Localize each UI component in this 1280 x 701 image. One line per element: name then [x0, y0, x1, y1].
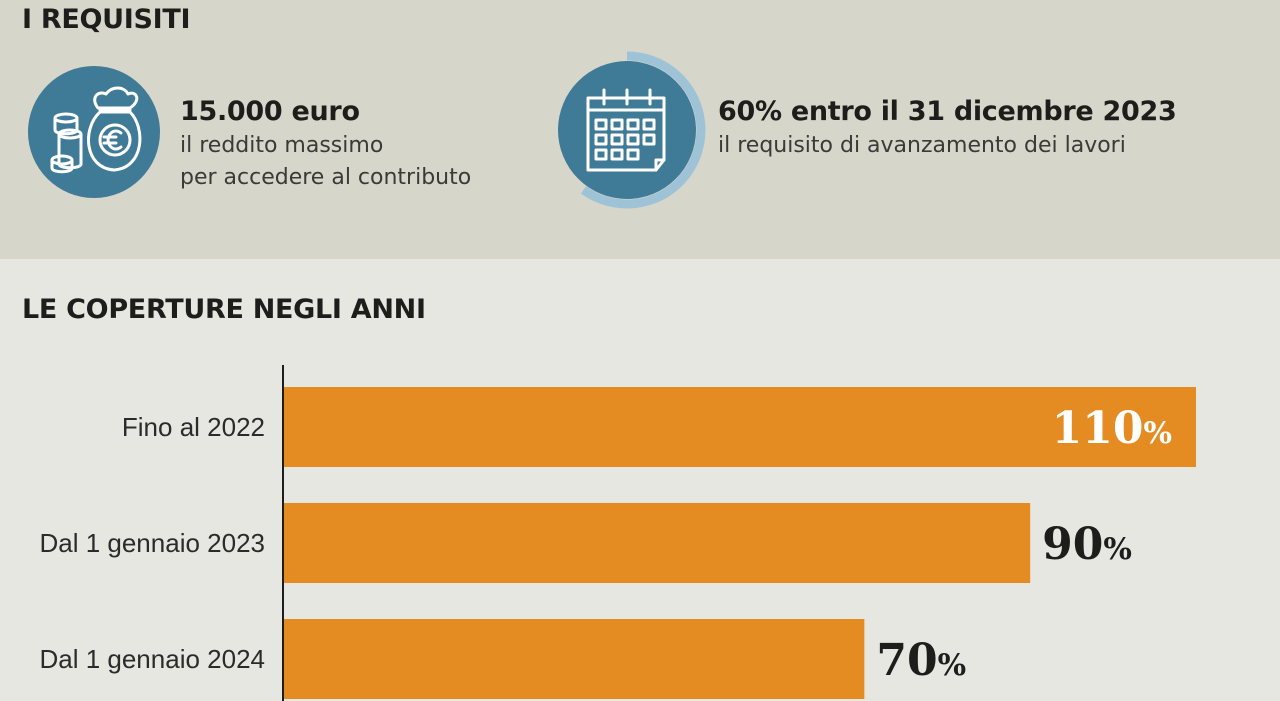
value-label: 110% — [1052, 403, 1172, 454]
calendar-progress-icon — [558, 51, 706, 209]
requirement-progress-desc: il requisito di avanzamento dei lavori — [718, 133, 1126, 158]
requirement-progress: 60% entro il 31 dicembre 2023 il requisi… — [718, 95, 1177, 162]
coverage-bar-chart: Fino al 2022 110% Dal 1 gennaio 2023 90% Dal… — [39, 365, 1196, 701]
category-label: Dal 1 gennaio 2023 — [39, 528, 265, 558]
requirement-income-desc-line1: il reddito massimo — [180, 133, 384, 158]
requirement-income-value: 15.000 euro — [180, 96, 360, 127]
category-label: Dal 1 gennaio 2024 — [39, 644, 265, 674]
calendar-icon — [586, 88, 666, 172]
value-label: 70% — [876, 635, 966, 686]
money-bag-euro-icon — [28, 66, 160, 198]
value-label: 90% — [1042, 519, 1132, 570]
coverage-title: LE COPERTURE NEGLI ANNI — [22, 294, 426, 325]
requirements-section: I REQUISITI 15.000 euro il reddito massi… — [0, 0, 1280, 259]
requirement-income: 15.000 euro il reddito massimo per acced… — [180, 95, 471, 193]
bar-2 — [284, 503, 1031, 583]
bar-3 — [284, 619, 865, 699]
requirements-title: I REQUISITI — [22, 4, 191, 35]
category-label: Fino al 2022 — [122, 412, 265, 442]
requirement-income-desc-line2: per accedere al contributo — [180, 165, 472, 190]
progress-ring — [580, 51, 706, 209]
bar-1 — [284, 387, 1196, 467]
requirement-progress-value: 60% entro il 31 dicembre 2023 — [718, 96, 1177, 127]
